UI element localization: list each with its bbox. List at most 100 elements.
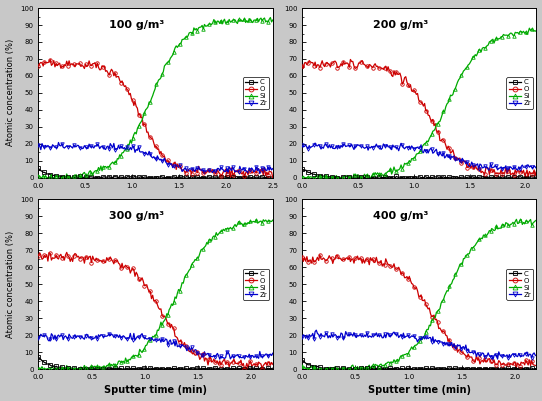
Zr <box>82 333 89 338</box>
Zr <box>147 152 153 157</box>
Si <box>47 367 54 371</box>
O <box>322 62 329 67</box>
O <box>188 172 195 176</box>
Zr <box>458 159 464 164</box>
Zr <box>328 143 335 148</box>
C <box>130 366 136 371</box>
C <box>458 175 464 180</box>
O <box>317 65 323 70</box>
Zr <box>405 145 411 150</box>
O <box>212 171 218 176</box>
O <box>100 65 106 69</box>
Si <box>159 72 165 77</box>
C <box>352 175 358 180</box>
O <box>235 169 242 174</box>
O <box>399 82 405 87</box>
O <box>440 328 447 333</box>
Si <box>417 149 423 154</box>
Si <box>517 218 523 223</box>
Si <box>106 165 112 170</box>
Zr <box>423 334 429 339</box>
O <box>299 63 306 68</box>
Si <box>177 41 183 46</box>
Zr <box>259 354 266 359</box>
C <box>165 366 171 371</box>
C <box>159 175 165 180</box>
Si <box>106 362 112 367</box>
Zr <box>464 348 470 353</box>
Si <box>522 30 529 34</box>
C <box>182 175 189 180</box>
C <box>423 366 429 371</box>
Zr <box>311 336 317 341</box>
C <box>340 174 347 179</box>
O <box>405 277 411 282</box>
C <box>423 174 429 179</box>
O <box>505 169 512 174</box>
O <box>241 366 248 371</box>
Si <box>130 354 136 358</box>
Zr <box>118 144 124 149</box>
Zr <box>130 144 136 148</box>
Zr <box>358 332 364 337</box>
O <box>88 260 95 265</box>
Zr <box>464 159 470 164</box>
Si <box>423 141 429 146</box>
C <box>259 366 266 371</box>
Si <box>382 172 388 177</box>
Si <box>76 172 83 177</box>
O <box>76 256 83 261</box>
O <box>218 174 224 179</box>
Zr <box>112 334 118 338</box>
Zr <box>493 353 500 358</box>
O <box>376 66 382 71</box>
Si <box>41 175 48 180</box>
O <box>41 253 48 258</box>
O <box>112 70 118 75</box>
C <box>299 166 306 171</box>
Zr <box>82 145 89 150</box>
Si <box>493 36 500 41</box>
C <box>188 174 195 179</box>
O <box>458 160 464 165</box>
O <box>352 256 358 261</box>
Zr <box>241 355 248 360</box>
Zr <box>224 166 230 171</box>
Si <box>247 219 254 224</box>
C <box>493 175 500 180</box>
Legend: C, O, Si, Zr: C, O, Si, Zr <box>506 77 533 109</box>
Si <box>352 365 358 370</box>
O <box>247 358 254 363</box>
O <box>358 256 364 261</box>
Zr <box>393 145 399 150</box>
Zr <box>153 157 159 162</box>
C <box>376 366 382 371</box>
O <box>370 257 376 261</box>
Zr <box>159 336 165 341</box>
Zr <box>517 353 523 358</box>
Si <box>434 309 441 314</box>
C <box>517 174 523 179</box>
C <box>70 174 77 179</box>
C <box>265 175 272 180</box>
Zr <box>446 153 453 158</box>
Zr <box>247 168 254 172</box>
Zr <box>499 354 506 358</box>
Si <box>376 364 382 369</box>
C <box>358 366 364 371</box>
C <box>112 366 118 371</box>
Zr <box>469 350 476 354</box>
C <box>505 366 512 371</box>
Si <box>265 219 272 224</box>
Zr <box>411 146 417 151</box>
Zr <box>212 169 218 174</box>
Zr <box>446 341 453 346</box>
O <box>475 167 482 172</box>
C <box>194 365 201 370</box>
C <box>35 354 42 359</box>
O <box>194 350 201 354</box>
C <box>370 366 376 371</box>
O <box>82 62 89 67</box>
O <box>317 252 323 257</box>
O <box>147 135 153 140</box>
